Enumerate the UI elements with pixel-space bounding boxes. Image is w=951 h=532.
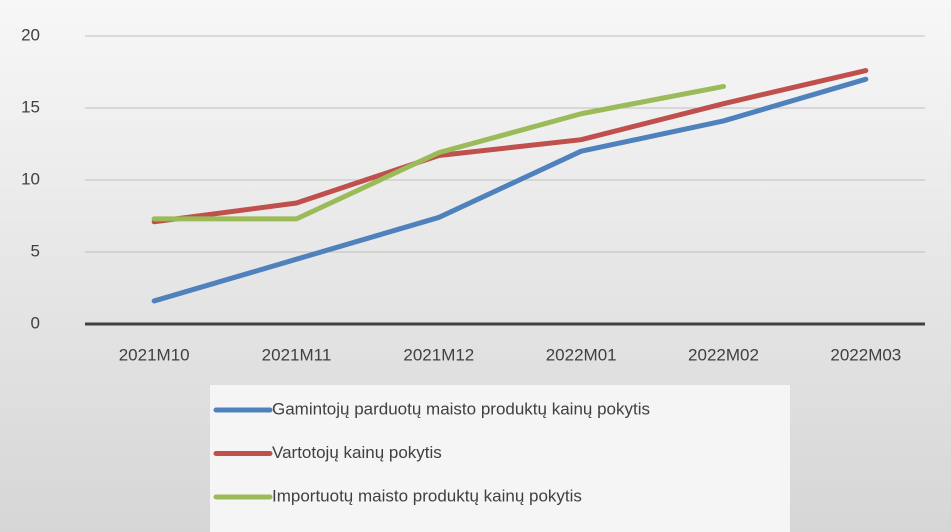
x-tick-label: 2022M02 (688, 345, 759, 364)
x-tick-label: 2022M01 (546, 345, 617, 364)
y-tick-label: 15 (21, 97, 40, 116)
series-line (151, 83, 726, 222)
x-tick-label: 2021M12 (403, 345, 474, 364)
series-line (151, 76, 869, 304)
legend-label: Vartotojų kainų pokytis (272, 443, 442, 462)
y-tick-label: 10 (21, 169, 40, 188)
y-tick-label: 0 (31, 313, 40, 332)
legend-label: Gamintojų parduotų maisto produktų kainų… (272, 399, 650, 418)
y-tick-label: 20 (21, 25, 40, 44)
x-tick-label: 2021M11 (262, 345, 332, 364)
y-tick-label: 5 (31, 241, 40, 260)
x-tick-label: 2021M10 (119, 345, 190, 364)
x-tick-label: 2022M03 (830, 345, 901, 364)
legend-label: Importuotų maisto produktų kainų pokytis (272, 486, 582, 505)
series-line (151, 68, 869, 225)
legend-box (210, 385, 790, 532)
